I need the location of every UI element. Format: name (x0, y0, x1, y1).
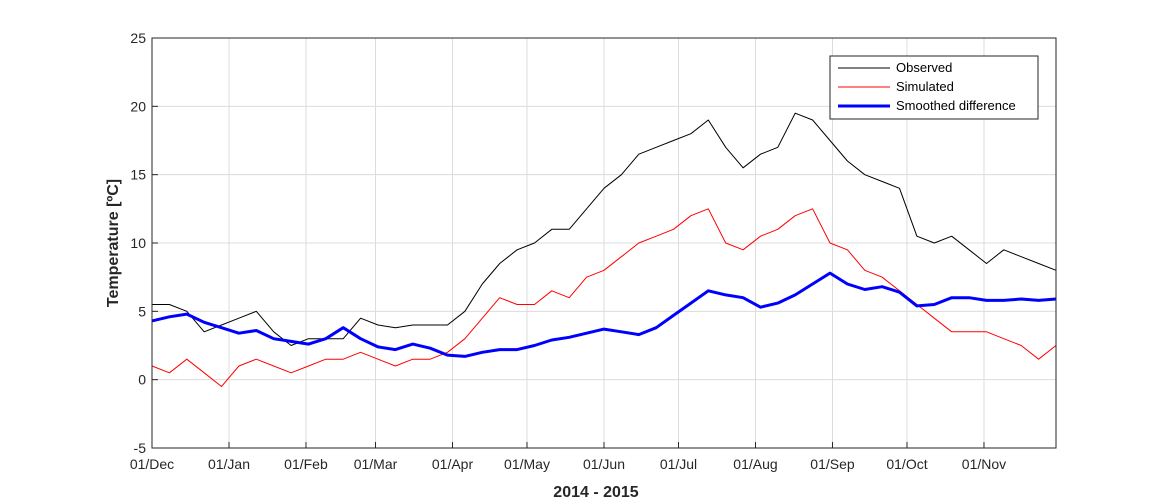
x-tick-label: 01/Jan (208, 456, 250, 472)
x-axis-label: 2014 - 2015 (553, 484, 639, 501)
x-tick-label: 01/Jul (660, 456, 697, 472)
y-tick-label: 20 (130, 98, 146, 114)
x-tick-label: 01/Aug (733, 456, 777, 472)
x-tick-label: 01/Dec (130, 456, 174, 472)
y-tick-label: 10 (130, 235, 146, 251)
x-tick-label: 01/Mar (354, 456, 398, 472)
y-tick-label: 5 (138, 303, 146, 319)
x-tick-label: 01/Jun (583, 456, 625, 472)
y-tick-label: 25 (130, 30, 146, 46)
y-tick-label: -5 (134, 440, 147, 456)
legend-label-simulated: Simulated (896, 79, 954, 94)
y-tick-label: 0 (138, 372, 146, 388)
x-axis-ticks: 01/Dec 01/Jan 01/Feb 01/Mar 01/Apr 01/May 01/J… (130, 442, 1006, 472)
y-axis-label: Temperature [ºC] (105, 179, 122, 307)
x-tick-label: 01/May (504, 456, 550, 472)
observed-line (152, 112, 1057, 346)
series-layer (151, 112, 1057, 387)
y-axis-ticks: -5 0 5 10 15 20 25 (130, 30, 158, 456)
legend: Observed Simulated Smoothed difference (829, 55, 1039, 120)
x-tick-label: 01/Feb (284, 456, 328, 472)
legend-label-observed: Observed (896, 60, 952, 75)
x-tick-label: 01/Sep (810, 456, 855, 472)
x-tick-label: 01/Oct (886, 456, 927, 472)
y-tick-label: 15 (130, 167, 146, 183)
legend-label-smoothed: Smoothed difference (896, 98, 1016, 113)
smoothed-difference-line (151, 271, 1057, 358)
x-tick-label: 01/Apr (432, 456, 474, 472)
x-tick-label: 01/Nov (962, 456, 1006, 472)
